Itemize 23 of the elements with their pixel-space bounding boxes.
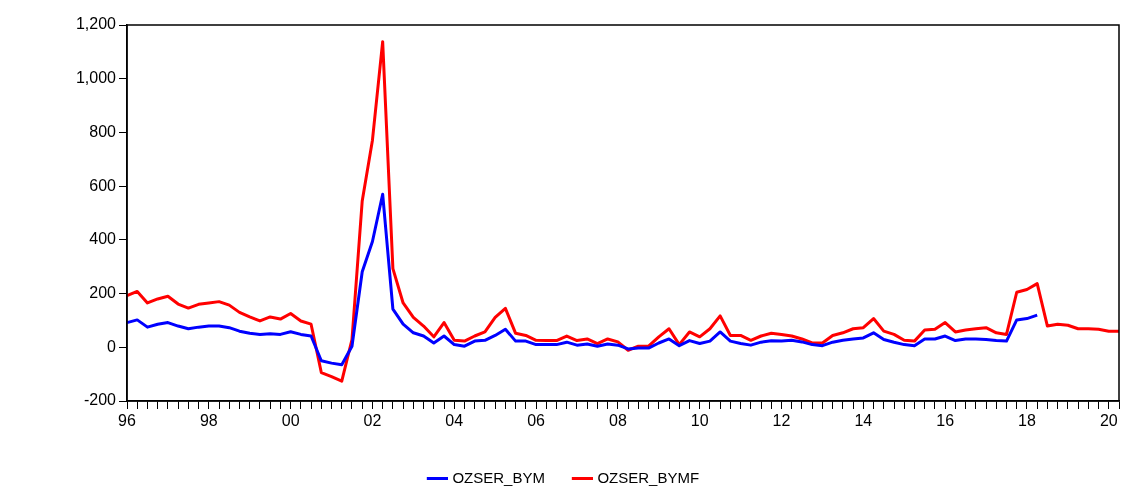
y-tick-label: -200 [83, 391, 117, 409]
x-tick-label: 02 [363, 412, 382, 430]
x-tick-label: 96 [118, 412, 136, 430]
x-tick-label: 06 [527, 412, 546, 430]
y-tick-label: 200 [89, 283, 117, 301]
x-tick-label: 18 [1018, 412, 1036, 430]
y-tick-label: 600 [89, 176, 117, 194]
x-tick-label: 98 [199, 412, 218, 430]
y-tick-label: 1,000 [75, 69, 117, 87]
x-tick-label: 00 [281, 412, 300, 430]
x-tick-label: 08 [608, 412, 627, 430]
y-tick-label: 0 [107, 337, 117, 355]
legend-label: OZSER_BYM [452, 468, 545, 486]
x-tick-label: 04 [445, 412, 464, 430]
y-tick-label: 400 [89, 230, 117, 248]
legend-label: OZSER_BYMF [597, 468, 700, 486]
y-tick-label: 800 [89, 122, 117, 140]
x-tick-label: 10 [690, 412, 709, 430]
x-tick-label: 14 [854, 412, 873, 430]
x-tick-label: 16 [936, 412, 955, 430]
x-tick-label: 12 [772, 412, 791, 430]
x-tick-label: 20 [1099, 412, 1118, 430]
y-tick-label: 1,200 [75, 15, 117, 33]
